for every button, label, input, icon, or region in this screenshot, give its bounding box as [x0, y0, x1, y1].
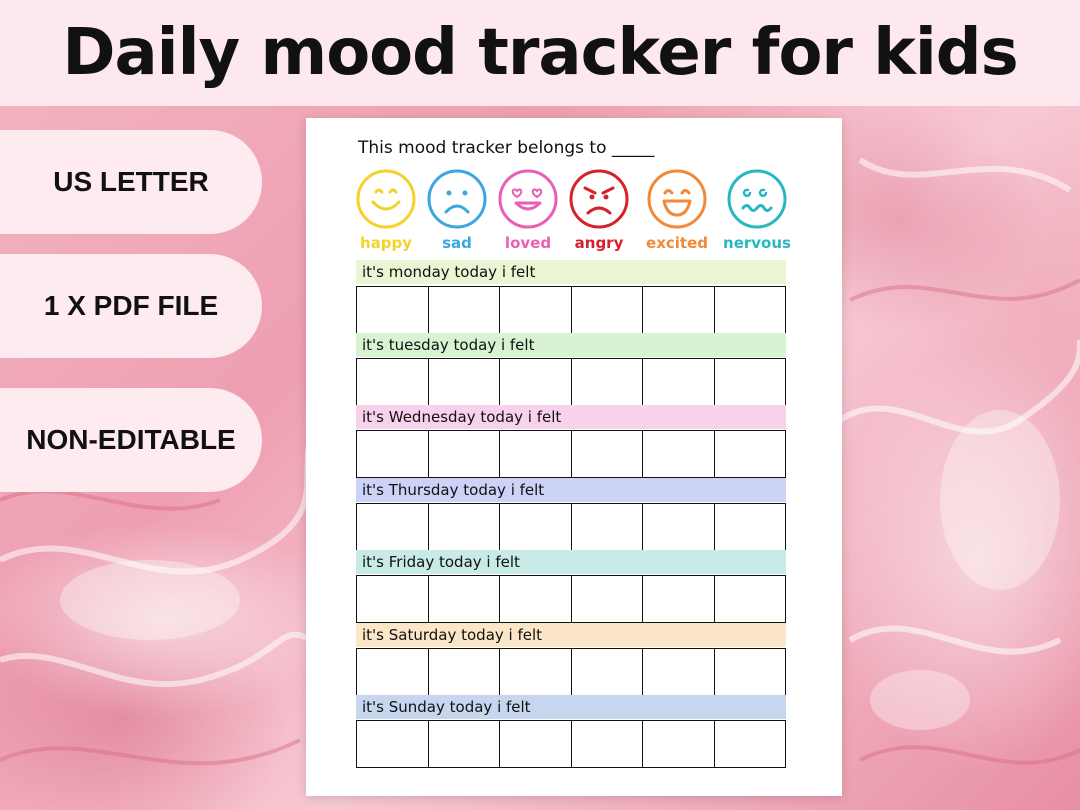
mood-box — [357, 649, 429, 695]
mood-box — [715, 287, 786, 333]
feature-badge-non-editable: NON-EDITABLE — [0, 388, 262, 492]
mood-nervous: nervous — [722, 168, 792, 252]
mood-box — [572, 649, 643, 695]
loved-face-icon — [498, 169, 558, 229]
excited-face-icon — [647, 169, 707, 229]
mood-box — [429, 721, 500, 767]
day-header-wednesday: it's Wednesday today i felt — [356, 405, 786, 429]
mood-box — [572, 721, 643, 767]
day-header-saturday: it's Saturday today i felt — [356, 623, 786, 647]
day-boxes-sunday — [356, 720, 786, 768]
mood-happy: happy — [351, 168, 421, 252]
mood-sad: sad — [422, 168, 492, 252]
mood-box — [357, 287, 429, 333]
mood-box — [429, 576, 500, 622]
mood-box — [715, 649, 786, 695]
mood-box — [715, 431, 786, 477]
mood-box — [715, 576, 786, 622]
mood-label-sad: sad — [442, 234, 472, 252]
mood-box — [643, 721, 715, 767]
mood-box — [715, 721, 786, 767]
mood-box — [357, 431, 429, 477]
mood-box — [643, 287, 715, 333]
mood-box — [429, 431, 500, 477]
sad-face-icon — [427, 169, 487, 229]
mood-box — [429, 649, 500, 695]
mood-box — [715, 504, 786, 550]
mood-box — [500, 287, 572, 333]
mood-box — [572, 576, 643, 622]
mood-box — [357, 359, 429, 405]
mood-label-happy: happy — [359, 234, 413, 252]
mood-label-nervous: nervous — [723, 234, 791, 252]
mood-box — [500, 649, 572, 695]
mood-box — [643, 649, 715, 695]
mood-box — [643, 576, 715, 622]
day-boxes-friday — [356, 575, 786, 623]
nervous-face-icon — [727, 169, 787, 229]
day-header-sunday: it's Sunday today i felt — [356, 695, 786, 719]
day-boxes-tuesday — [356, 358, 786, 406]
mood-label-loved: loved — [504, 234, 552, 252]
feature-badge-us-letter: US LETTER — [0, 130, 262, 234]
mood-box — [500, 431, 572, 477]
happy-face-icon — [356, 169, 416, 229]
mood-box — [572, 431, 643, 477]
belongs-to-line: This mood tracker belongs to _____ — [358, 138, 655, 158]
mood-loved: loved — [493, 168, 563, 252]
mood-box — [429, 504, 500, 550]
mood-box — [643, 431, 715, 477]
day-header-monday: it's monday today i felt — [356, 260, 786, 284]
mood-label-excited: excited — [646, 234, 708, 252]
mood-box — [500, 504, 572, 550]
mood-excited: excited — [642, 168, 712, 252]
mood-box — [715, 359, 786, 405]
mood-box — [643, 359, 715, 405]
day-boxes-wednesday — [356, 430, 786, 478]
mood-box — [500, 359, 572, 405]
mood-box — [643, 504, 715, 550]
day-header-tuesday: it's tuesday today i felt — [356, 333, 786, 357]
mood-angry: angry — [564, 168, 634, 252]
day-header-friday: it's Friday today i felt — [356, 550, 786, 574]
day-boxes-saturday — [356, 648, 786, 696]
mood-box — [357, 721, 429, 767]
feature-badge-pdf-file: 1 X PDF FILE — [0, 254, 262, 358]
mood-box — [357, 504, 429, 550]
mood-box — [572, 359, 643, 405]
page-title: Daily mood tracker for kids — [62, 16, 1018, 90]
day-boxes-thursday — [356, 503, 786, 551]
mood-label-angry: angry — [574, 234, 624, 252]
title-banner: Daily mood tracker for kids — [0, 0, 1080, 106]
mood-box — [500, 576, 572, 622]
mood-box — [572, 287, 643, 333]
mood-box — [572, 504, 643, 550]
day-header-thursday: it's Thursday today i felt — [356, 478, 786, 502]
day-boxes-monday — [356, 286, 786, 334]
mood-box — [500, 721, 572, 767]
angry-face-icon — [569, 169, 629, 229]
mood-box — [357, 576, 429, 622]
mood-tracker-sheet: This mood tracker belongs to _____ happy… — [306, 118, 842, 796]
mood-box — [429, 287, 500, 333]
mood-box — [429, 359, 500, 405]
